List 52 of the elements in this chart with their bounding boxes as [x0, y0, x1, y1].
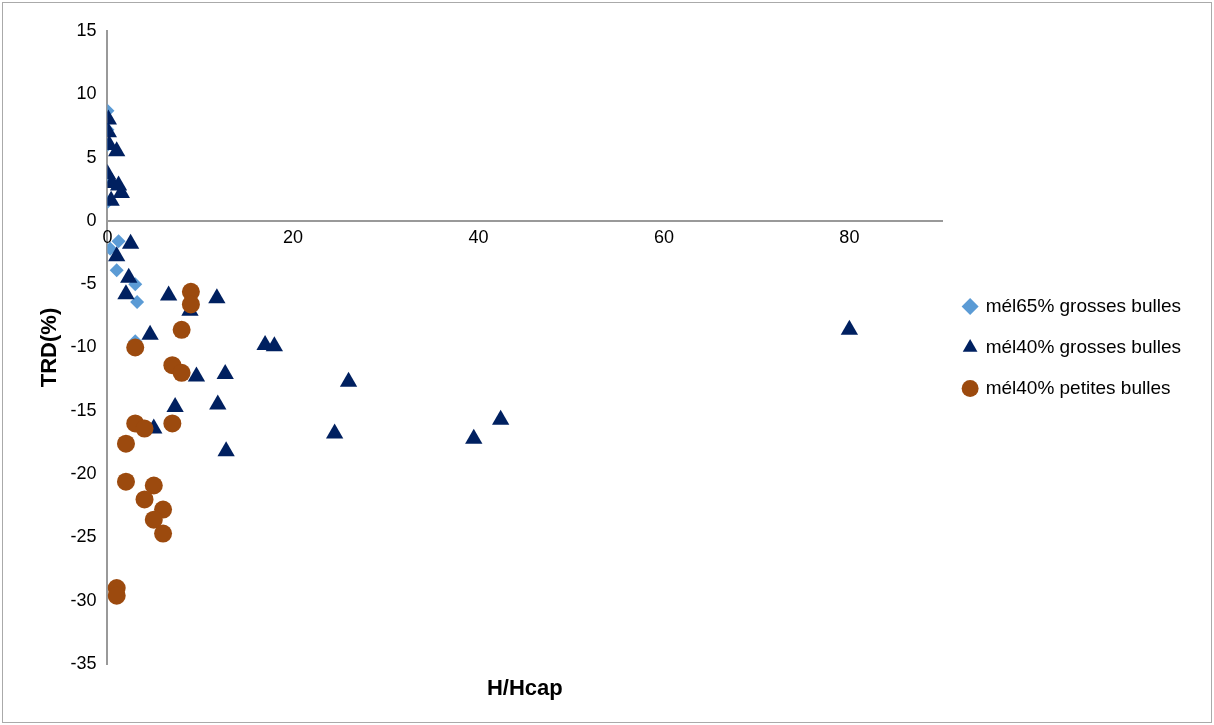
y-tick-label: -30: [70, 589, 97, 610]
point: [135, 419, 154, 438]
point: [209, 394, 227, 410]
point: [465, 428, 483, 444]
point: [130, 294, 145, 309]
point: [144, 476, 163, 495]
y-tick-label: -15: [70, 399, 97, 420]
point: [120, 267, 138, 283]
y-tick-label: 5: [86, 146, 97, 167]
point: [144, 510, 163, 529]
point: [141, 324, 159, 340]
point: [121, 233, 140, 249]
point: [116, 434, 135, 453]
y-tick-label: -10: [70, 336, 97, 357]
point: [117, 284, 135, 300]
x-tick-label: 40: [468, 226, 489, 247]
point: [166, 397, 184, 412]
y-tick-label: -5: [80, 273, 97, 294]
point: [325, 423, 344, 439]
point: [108, 246, 126, 262]
point: [126, 338, 145, 357]
point: [154, 524, 173, 543]
x-tick-label: 60: [653, 226, 674, 247]
x-tick-label: 80: [839, 226, 860, 247]
legend-label: mél65% grosses bulles: [985, 294, 1181, 316]
point: [135, 490, 154, 509]
point: [108, 141, 126, 157]
point: [172, 363, 191, 382]
y-tick-label: -25: [70, 526, 97, 547]
x-axis-title: H/Hcap: [486, 675, 563, 700]
point: [216, 364, 234, 380]
point: [116, 472, 135, 491]
y-tick-label: -20: [70, 463, 97, 484]
point: [840, 319, 859, 335]
point: [172, 320, 191, 339]
y-tick-label: 15: [76, 19, 97, 40]
x-tick-label: 20: [282, 226, 303, 247]
point: [187, 366, 206, 382]
y-axis-title: TRD(%): [36, 307, 62, 388]
point: [217, 441, 235, 457]
point: [492, 409, 510, 425]
legend-label: mél40% grosses bulles: [985, 335, 1181, 357]
y-tick-label: -35: [70, 652, 97, 673]
point: [159, 285, 178, 301]
point: [265, 336, 284, 352]
y-tick-label: 10: [76, 83, 97, 104]
x-tick-label: 0: [102, 226, 113, 247]
y-tick-label: 0: [86, 209, 97, 230]
legend-label: mél40% petites bulles: [985, 376, 1171, 398]
point: [208, 288, 226, 304]
point: [339, 371, 358, 387]
point: [163, 414, 182, 433]
